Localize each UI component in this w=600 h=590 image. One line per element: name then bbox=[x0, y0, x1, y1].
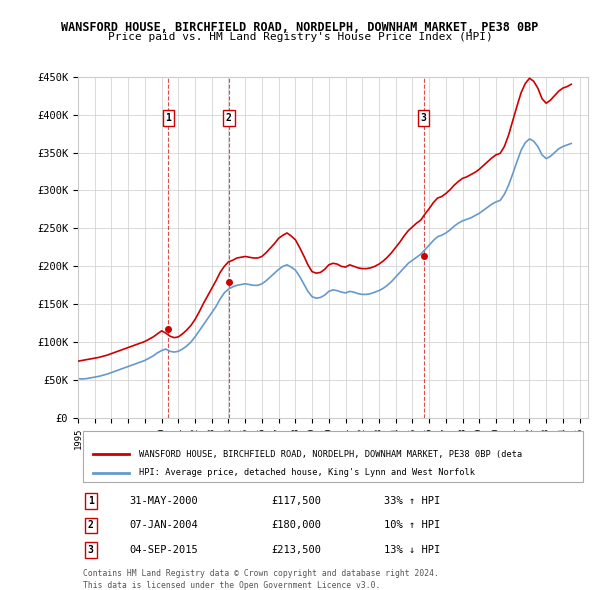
Text: 31-MAY-2000: 31-MAY-2000 bbox=[129, 496, 198, 506]
Text: This data is licensed under the Open Government Licence v3.0.: This data is licensed under the Open Gov… bbox=[83, 581, 380, 590]
Text: 13% ↓ HPI: 13% ↓ HPI bbox=[384, 545, 440, 555]
Text: 10% ↑ HPI: 10% ↑ HPI bbox=[384, 520, 440, 530]
Text: 2: 2 bbox=[88, 520, 94, 530]
Text: 3: 3 bbox=[88, 545, 94, 555]
Text: 07-JAN-2004: 07-JAN-2004 bbox=[129, 520, 198, 530]
Text: WANSFORD HOUSE, BIRCHFIELD ROAD, NORDELPH, DOWNHAM MARKET, PE38 0BP (deta: WANSFORD HOUSE, BIRCHFIELD ROAD, NORDELP… bbox=[139, 450, 523, 458]
Text: WANSFORD HOUSE, BIRCHFIELD ROAD, NORDELPH, DOWNHAM MARKET, PE38 0BP: WANSFORD HOUSE, BIRCHFIELD ROAD, NORDELP… bbox=[61, 21, 539, 34]
Text: 04-SEP-2015: 04-SEP-2015 bbox=[129, 545, 198, 555]
Text: Contains HM Land Registry data © Crown copyright and database right 2024.: Contains HM Land Registry data © Crown c… bbox=[83, 569, 439, 578]
Text: 1: 1 bbox=[166, 113, 172, 123]
FancyBboxPatch shape bbox=[83, 431, 583, 482]
Text: 3: 3 bbox=[421, 113, 427, 123]
Text: £213,500: £213,500 bbox=[272, 545, 322, 555]
Text: £117,500: £117,500 bbox=[272, 496, 322, 506]
Text: Price paid vs. HM Land Registry's House Price Index (HPI): Price paid vs. HM Land Registry's House … bbox=[107, 32, 493, 42]
Text: 1: 1 bbox=[88, 496, 94, 506]
Text: HPI: Average price, detached house, King's Lynn and West Norfolk: HPI: Average price, detached house, King… bbox=[139, 468, 475, 477]
Text: 2: 2 bbox=[226, 113, 232, 123]
Text: 33% ↑ HPI: 33% ↑ HPI bbox=[384, 496, 440, 506]
Text: £180,000: £180,000 bbox=[272, 520, 322, 530]
